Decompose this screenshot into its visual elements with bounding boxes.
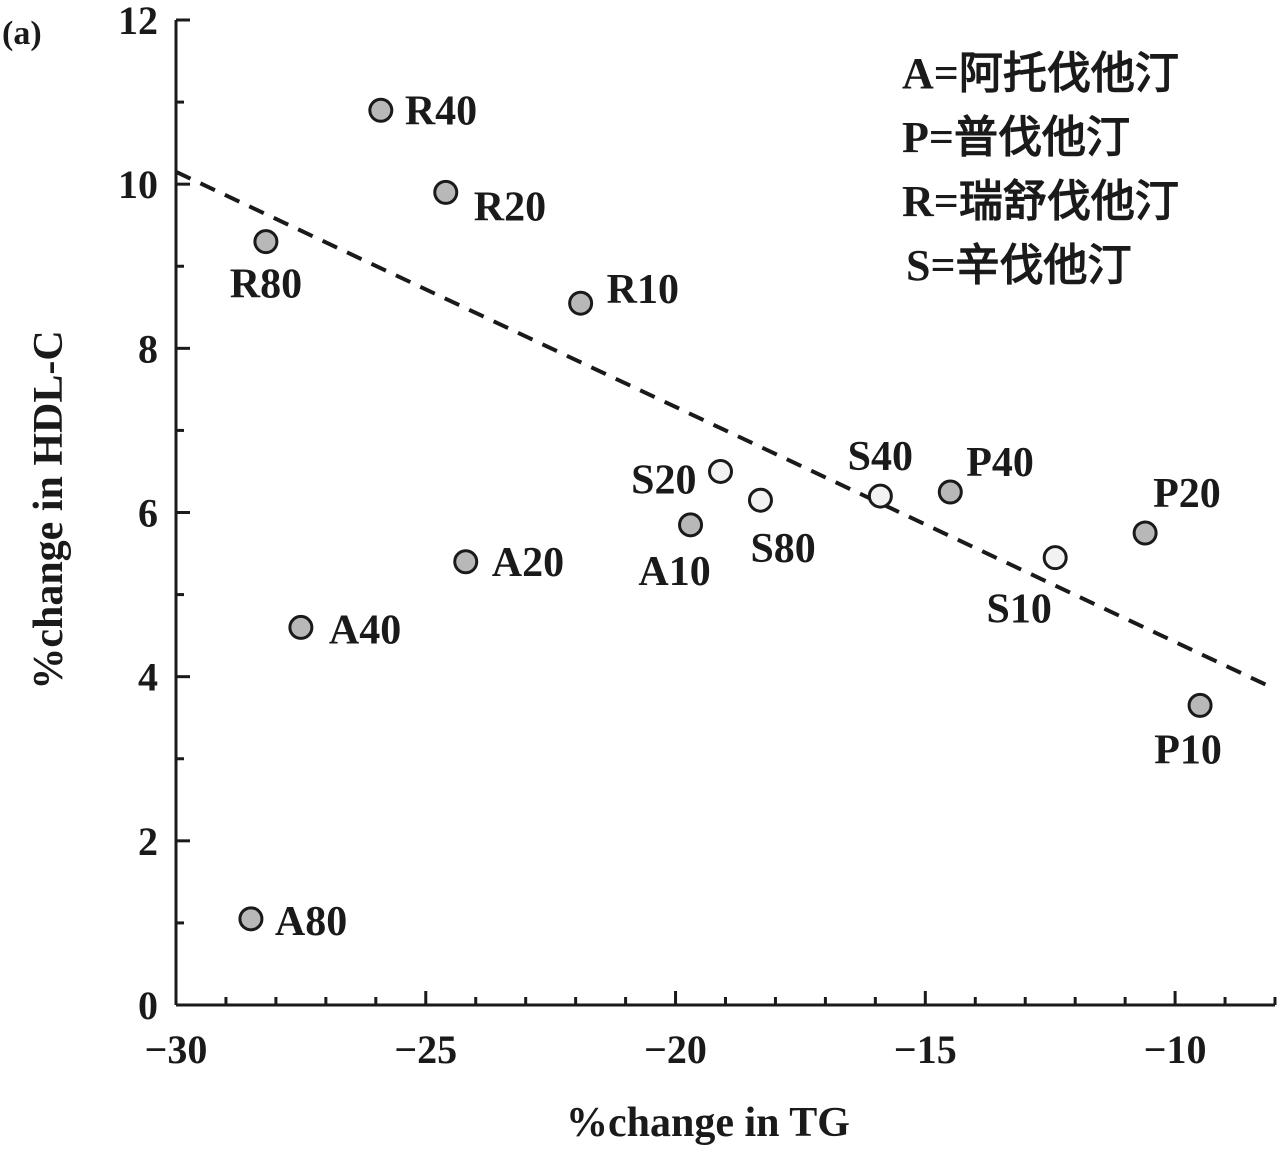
x-axis-title: %change in TG: [566, 1100, 850, 1146]
data-point: [678, 512, 704, 538]
y-tick-label: 12: [118, 0, 158, 43]
legend-entry: P=普伐他汀: [902, 113, 1130, 162]
point-label: A80: [275, 899, 347, 945]
data-point: [288, 614, 314, 640]
point-label: R40: [405, 88, 477, 134]
y-tick-label: 8: [138, 326, 158, 371]
data-point: [867, 483, 893, 509]
data-point: [937, 479, 963, 505]
trend-line: [175, 170, 1276, 691]
data-point: [368, 97, 394, 123]
data-point: [568, 290, 594, 316]
legend-entry: S=辛伐他汀: [906, 241, 1132, 290]
point-label: S10: [987, 587, 1052, 633]
point-label: R20: [474, 184, 546, 230]
point-label: S40: [848, 434, 913, 480]
point-label: P40: [966, 440, 1034, 486]
x-tick-label: −10: [1144, 1027, 1207, 1072]
data-point: [453, 549, 479, 575]
y-tick-label: 2: [138, 819, 158, 864]
y-tick-label: 4: [138, 655, 158, 700]
y-tick-label: 6: [138, 491, 158, 536]
data-point: [238, 906, 264, 932]
legend: A=阿托伐他汀 P=普伐他汀 R=瑞舒伐他汀 S=辛伐他汀: [902, 49, 1179, 290]
data-point: [1042, 545, 1068, 571]
legend-entry: R=瑞舒伐他汀: [902, 177, 1179, 226]
x-tick-label: −30: [145, 1027, 208, 1072]
point-label: P10: [1154, 727, 1222, 773]
point-label: R80: [230, 262, 302, 308]
data-point: [747, 487, 773, 513]
legend-entry: A=阿托伐他汀: [902, 49, 1179, 98]
point-label: A10: [638, 549, 710, 595]
y-tick-label: 10: [118, 162, 158, 207]
panel-label: (a): [2, 15, 42, 52]
point-label: P20: [1153, 471, 1221, 517]
data-point: [1187, 692, 1213, 718]
point-label: A40: [329, 607, 401, 653]
x-tick-label: −25: [394, 1027, 457, 1072]
point-label: S80: [750, 526, 815, 572]
y-tick-label: 0: [138, 983, 158, 1028]
data-point: [708, 458, 734, 484]
data-point: [253, 229, 279, 255]
point-label: A20: [492, 540, 564, 586]
data-point: [1132, 520, 1158, 546]
point-label: S20: [631, 457, 696, 503]
y-axis-title: %change in HDL-C: [26, 330, 72, 689]
point-label: R10: [607, 267, 679, 313]
x-tick-label: −15: [894, 1027, 957, 1072]
data-point: [433, 179, 459, 205]
x-tick-label: −20: [644, 1027, 707, 1072]
